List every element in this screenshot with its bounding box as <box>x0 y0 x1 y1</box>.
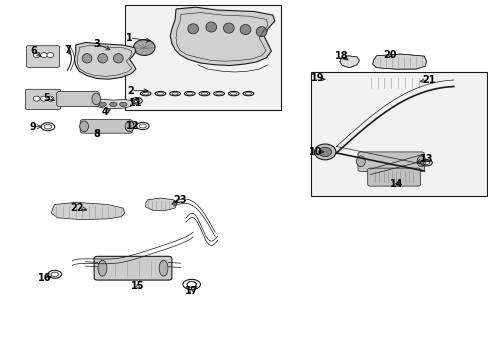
Ellipse shape <box>98 260 106 276</box>
Text: 12: 12 <box>126 121 140 131</box>
Text: 6: 6 <box>30 46 37 56</box>
Ellipse shape <box>223 23 234 33</box>
Text: 4: 4 <box>102 107 108 117</box>
Text: 19: 19 <box>310 73 324 84</box>
Text: 8: 8 <box>93 129 100 139</box>
Polygon shape <box>372 54 426 69</box>
Text: 9: 9 <box>30 122 37 132</box>
FancyBboxPatch shape <box>357 152 424 171</box>
Text: 11: 11 <box>129 98 142 108</box>
Circle shape <box>47 53 54 58</box>
FancyBboxPatch shape <box>57 91 99 107</box>
Text: 22: 22 <box>70 203 84 213</box>
Ellipse shape <box>99 102 106 107</box>
Ellipse shape <box>416 156 425 167</box>
Ellipse shape <box>113 54 123 63</box>
Circle shape <box>41 53 47 58</box>
Ellipse shape <box>92 93 101 105</box>
Text: 15: 15 <box>131 281 144 291</box>
Text: 21: 21 <box>422 75 435 85</box>
Ellipse shape <box>119 102 127 107</box>
Text: 23: 23 <box>173 195 186 205</box>
Ellipse shape <box>159 260 168 276</box>
Polygon shape <box>74 42 136 79</box>
FancyBboxPatch shape <box>94 256 172 280</box>
Polygon shape <box>170 7 274 66</box>
Polygon shape <box>94 99 133 109</box>
Ellipse shape <box>80 121 88 132</box>
Circle shape <box>47 96 54 101</box>
FancyBboxPatch shape <box>26 46 60 67</box>
FancyBboxPatch shape <box>25 89 61 109</box>
Ellipse shape <box>98 54 107 63</box>
Bar <box>124 5 281 110</box>
Ellipse shape <box>187 24 198 34</box>
Ellipse shape <box>256 27 266 37</box>
Circle shape <box>314 144 335 160</box>
Text: 13: 13 <box>419 154 432 164</box>
Circle shape <box>318 147 331 157</box>
Circle shape <box>33 53 40 58</box>
Bar <box>310 72 486 196</box>
Polygon shape <box>51 202 124 220</box>
Text: 17: 17 <box>184 286 198 296</box>
Ellipse shape <box>240 24 250 35</box>
Text: 3: 3 <box>93 39 100 49</box>
FancyBboxPatch shape <box>367 168 420 186</box>
Text: 5: 5 <box>43 93 50 103</box>
Ellipse shape <box>205 22 216 32</box>
Polygon shape <box>365 76 422 90</box>
Text: 16: 16 <box>38 273 52 283</box>
FancyBboxPatch shape <box>80 120 132 133</box>
Polygon shape <box>145 198 177 211</box>
Circle shape <box>33 96 40 101</box>
Text: 18: 18 <box>334 51 347 61</box>
Text: 20: 20 <box>383 50 396 60</box>
Ellipse shape <box>82 54 92 63</box>
Polygon shape <box>317 73 336 85</box>
Polygon shape <box>339 56 359 68</box>
Text: 10: 10 <box>308 147 322 157</box>
Ellipse shape <box>125 121 134 132</box>
Circle shape <box>41 96 47 101</box>
Text: 2: 2 <box>127 86 134 96</box>
Ellipse shape <box>109 102 117 107</box>
Text: 14: 14 <box>389 179 403 189</box>
Circle shape <box>133 40 155 55</box>
Text: 7: 7 <box>64 45 71 55</box>
Ellipse shape <box>356 156 365 167</box>
Text: 1: 1 <box>126 33 133 43</box>
